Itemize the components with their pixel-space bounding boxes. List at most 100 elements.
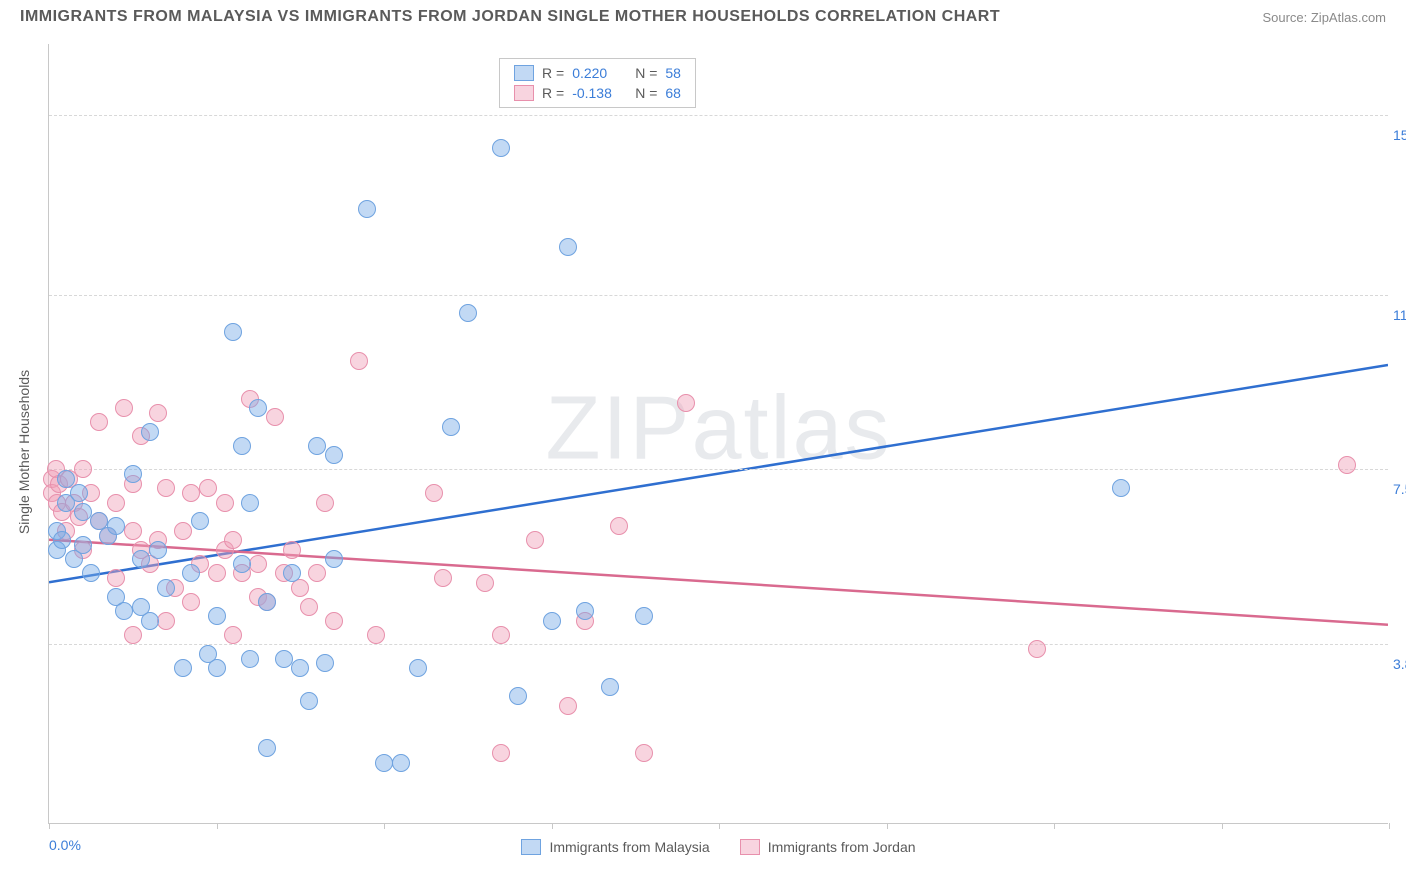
scatter-point-malaysia	[1112, 479, 1130, 497]
x-tick	[1389, 823, 1390, 829]
scatter-point-malaysia	[141, 423, 159, 441]
legend-r-value: -0.138	[572, 85, 627, 101]
scatter-point-malaysia	[559, 238, 577, 256]
scatter-point-jordan	[300, 598, 318, 616]
scatter-point-malaysia	[249, 399, 267, 417]
scatter-point-jordan	[216, 494, 234, 512]
y-tick-label: 3.8%	[1393, 656, 1406, 672]
scatter-point-malaysia	[635, 607, 653, 625]
legend-series-label: Immigrants from Jordan	[768, 839, 916, 855]
scatter-point-jordan	[350, 352, 368, 370]
x-tick	[49, 823, 50, 829]
scatter-point-malaysia	[325, 550, 343, 568]
scatter-point-malaysia	[325, 446, 343, 464]
scatter-point-jordan	[492, 626, 510, 644]
x-tick	[1222, 823, 1223, 829]
gridline-h	[49, 469, 1388, 470]
x-tick	[384, 823, 385, 829]
scatter-point-malaysia	[224, 323, 242, 341]
scatter-point-malaysia	[509, 687, 527, 705]
scatter-point-malaysia	[241, 494, 259, 512]
scatter-point-malaysia	[74, 503, 92, 521]
scatter-point-malaysia	[459, 304, 477, 322]
legend-n-label: N =	[635, 65, 657, 81]
legend-correlation-row: R = -0.138 N = 68	[514, 83, 681, 103]
legend-r-value: 0.220	[572, 65, 627, 81]
scatter-point-malaysia	[191, 512, 209, 530]
legend-n-value: 58	[665, 65, 681, 81]
scatter-point-malaysia	[291, 659, 309, 677]
scatter-point-malaysia	[124, 465, 142, 483]
legend-series-label: Immigrants from Malaysia	[549, 839, 709, 855]
scatter-point-jordan	[476, 574, 494, 592]
scatter-point-malaysia	[208, 607, 226, 625]
scatter-point-malaysia	[492, 139, 510, 157]
scatter-point-malaysia	[74, 536, 92, 554]
scatter-point-malaysia	[233, 437, 251, 455]
scatter-point-jordan	[157, 612, 175, 630]
legend-series: Immigrants from Malaysia Immigrants from …	[49, 839, 1388, 855]
y-tick-label: 15.0%	[1393, 127, 1406, 143]
y-tick-label: 7.5%	[1393, 481, 1406, 497]
scatter-point-jordan	[1028, 640, 1046, 658]
scatter-point-malaysia	[182, 564, 200, 582]
scatter-point-malaysia	[70, 484, 88, 502]
gridline-h	[49, 295, 1388, 296]
trend-lines-layer	[49, 44, 1388, 823]
legend-r-label: R =	[542, 85, 564, 101]
scatter-point-malaysia	[241, 650, 259, 668]
scatter-point-jordan	[182, 484, 200, 502]
scatter-point-jordan	[635, 744, 653, 762]
scatter-point-jordan	[199, 479, 217, 497]
scatter-point-malaysia	[132, 550, 150, 568]
scatter-point-jordan	[224, 531, 242, 549]
legend-series-item: Immigrants from Malaysia	[521, 839, 709, 855]
scatter-point-jordan	[559, 697, 577, 715]
legend-series-item: Immigrants from Jordan	[740, 839, 916, 855]
scatter-point-jordan	[367, 626, 385, 644]
scatter-point-jordan	[107, 494, 125, 512]
legend-r-label: R =	[542, 65, 564, 81]
scatter-point-malaysia	[107, 517, 125, 535]
x-tick	[552, 823, 553, 829]
scatter-point-jordan	[157, 479, 175, 497]
scatter-point-jordan	[266, 408, 284, 426]
legend-swatch	[514, 85, 534, 101]
legend-correlation-box: R = 0.220 N = 58 R = -0.138 N = 68	[499, 58, 696, 108]
legend-n-value: 68	[665, 85, 681, 101]
scatter-point-malaysia	[283, 564, 301, 582]
source-attribution: Source: ZipAtlas.com	[1262, 10, 1386, 25]
scatter-point-malaysia	[442, 418, 460, 436]
legend-swatch	[740, 839, 760, 855]
scatter-point-jordan	[325, 612, 343, 630]
chart-title: IMMIGRANTS FROM MALAYSIA VS IMMIGRANTS F…	[20, 8, 1000, 26]
scatter-point-jordan	[249, 555, 267, 573]
scatter-point-malaysia	[375, 754, 393, 772]
scatter-point-malaysia	[115, 602, 133, 620]
scatter-point-malaysia	[308, 437, 326, 455]
x-tick	[719, 823, 720, 829]
scatter-point-jordan	[283, 541, 301, 559]
scatter-point-malaysia	[82, 564, 100, 582]
legend-swatch	[514, 65, 534, 81]
scatter-point-jordan	[115, 399, 133, 417]
scatter-point-malaysia	[57, 470, 75, 488]
scatter-point-jordan	[526, 531, 544, 549]
scatter-point-jordan	[308, 564, 326, 582]
scatter-point-malaysia	[316, 654, 334, 672]
scatter-point-jordan	[1338, 456, 1356, 474]
x-tick	[887, 823, 888, 829]
legend-n-label: N =	[635, 85, 657, 101]
legend-correlation-row: R = 0.220 N = 58	[514, 63, 681, 83]
gridline-h	[49, 115, 1388, 116]
x-tick	[217, 823, 218, 829]
scatter-point-malaysia	[233, 555, 251, 573]
scatter-point-malaysia	[275, 650, 293, 668]
scatter-point-malaysia	[258, 739, 276, 757]
y-tick-label: 11.2%	[1393, 307, 1406, 323]
scatter-point-malaysia	[157, 579, 175, 597]
chart-container: Single Mother Households ZIPatlas R =0.2…	[0, 32, 1406, 882]
scatter-point-malaysia	[358, 200, 376, 218]
scatter-point-malaysia	[149, 541, 167, 559]
scatter-point-jordan	[316, 494, 334, 512]
